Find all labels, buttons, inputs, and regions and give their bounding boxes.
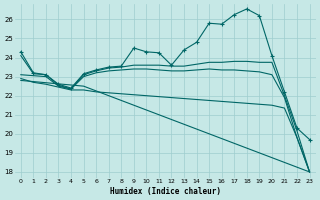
X-axis label: Humidex (Indice chaleur): Humidex (Indice chaleur): [110, 187, 221, 196]
